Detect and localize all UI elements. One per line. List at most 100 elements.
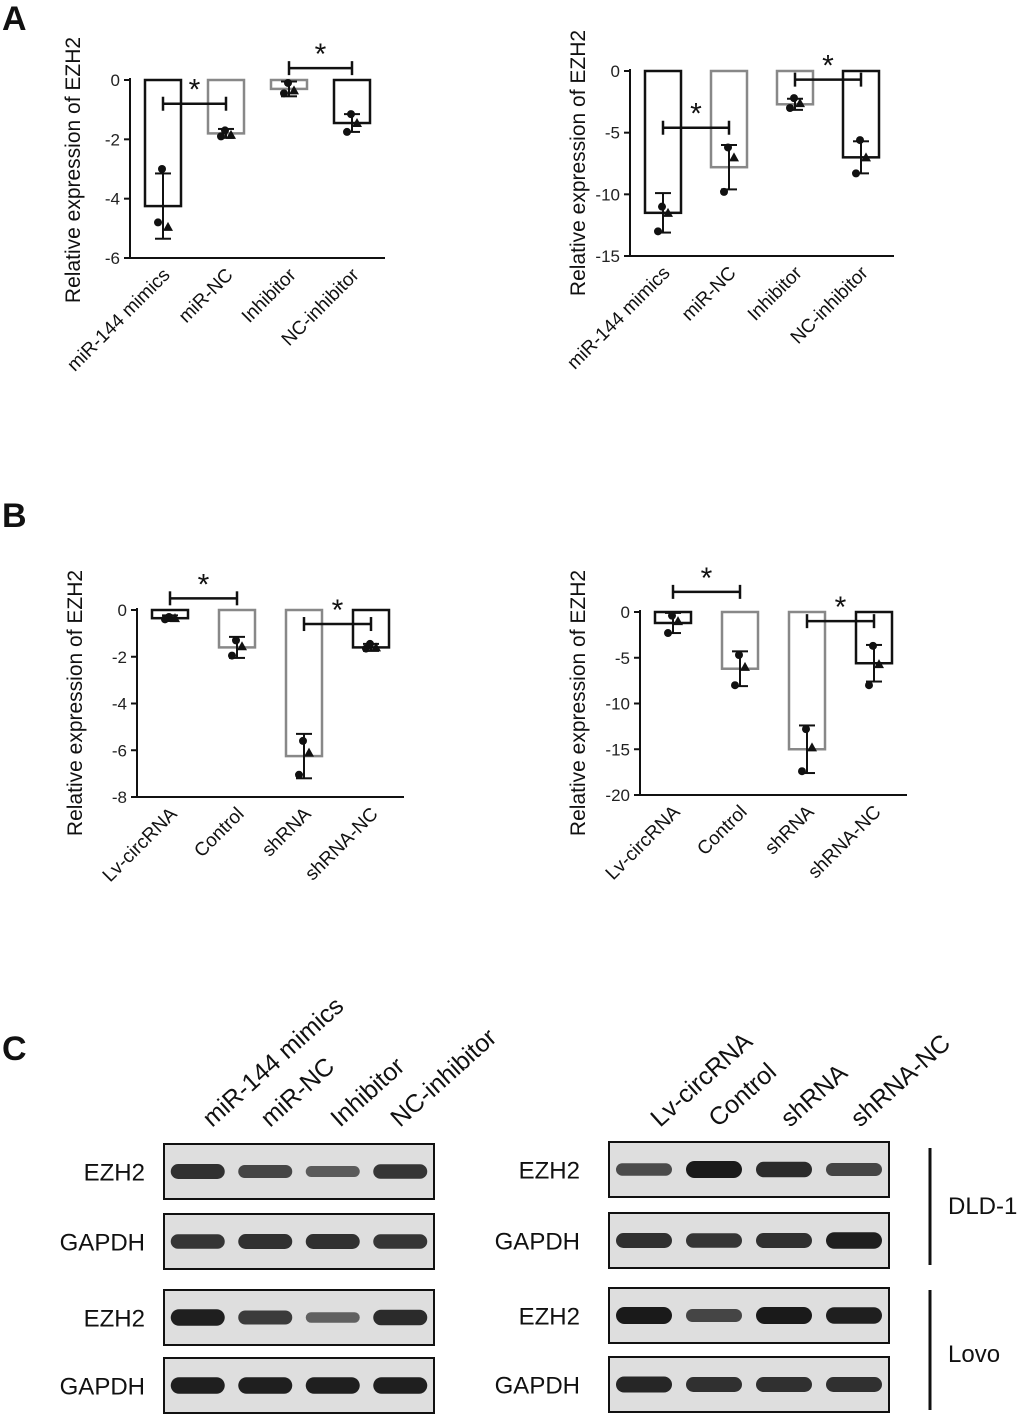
data-point	[807, 742, 817, 752]
panel-label-a: A	[2, 0, 27, 38]
y-tick-label: 0	[118, 601, 127, 620]
significance-star: *	[835, 591, 847, 624]
significance-star: *	[315, 38, 327, 71]
data-point	[221, 126, 229, 135]
data-point	[658, 202, 666, 211]
blot-band	[238, 1234, 293, 1249]
data-point	[289, 85, 299, 95]
data-point	[158, 165, 166, 173]
category-label: shRNA	[761, 801, 819, 859]
y-tick-label: 0	[611, 62, 620, 81]
data-point	[343, 127, 351, 136]
blot-lane-label: shRNA	[775, 1058, 853, 1132]
y-tick-label: -6	[112, 741, 127, 760]
data-point	[161, 615, 169, 624]
data-point	[790, 94, 798, 103]
cell-line-label: DLD-1	[948, 1193, 1017, 1220]
data-point	[802, 725, 810, 734]
category-label: Control	[693, 802, 751, 860]
data-point	[284, 78, 292, 87]
data-point	[663, 207, 673, 217]
data-point	[295, 770, 303, 779]
blot-band	[170, 1164, 225, 1179]
data-point	[668, 611, 676, 620]
significance-star: *	[822, 50, 834, 83]
data-point	[786, 104, 794, 112]
data-point	[352, 118, 362, 128]
blot-row-label: GAPDH	[495, 1229, 580, 1256]
blot-lane-label: shRNA-NC	[845, 1029, 956, 1133]
blot-band	[170, 1234, 225, 1249]
data-point	[304, 747, 314, 757]
blot-band	[756, 1233, 812, 1248]
data-point	[724, 143, 732, 152]
data-point	[170, 613, 180, 623]
blot-band	[305, 1377, 360, 1394]
category-label: Control	[190, 804, 248, 862]
data-point	[731, 681, 739, 690]
blot-band	[686, 1233, 742, 1248]
significance-star: *	[690, 98, 702, 131]
data-point	[852, 169, 860, 178]
blot-band	[686, 1309, 742, 1322]
blot-band	[826, 1377, 882, 1392]
y-tick-label: -2	[105, 130, 120, 149]
blot-band	[826, 1307, 882, 1324]
category-label: Lv-circRNA	[602, 801, 685, 884]
data-point	[874, 659, 884, 669]
blot-band	[826, 1163, 882, 1176]
data-point	[856, 136, 864, 145]
data-point	[217, 132, 225, 141]
blot-band	[373, 1309, 428, 1326]
blot-row-label: EZH2	[84, 1160, 145, 1187]
data-point	[654, 227, 662, 236]
data-point	[154, 218, 162, 227]
western-blot-panel: miR-144 mimicsmiR-NCInhibitorNC-inhibito…	[60, 992, 1017, 1414]
blot-band	[826, 1232, 882, 1249]
y-axis-label: Relative expression of EZH2	[567, 570, 590, 836]
y-tick-label: -10	[595, 185, 620, 204]
blot-band	[616, 1233, 672, 1248]
blot-band	[170, 1377, 225, 1394]
y-axis-label: Relative expression of EZH2	[567, 30, 590, 296]
cell-line-label: Lovo	[948, 1341, 1000, 1368]
blot-band	[170, 1309, 225, 1326]
category-label: miR-NC	[175, 265, 238, 328]
blot-row-label: GAPDH	[495, 1373, 580, 1400]
data-point	[795, 98, 805, 108]
data-point	[232, 636, 240, 645]
y-tick-label: -4	[105, 190, 120, 209]
blot-band	[373, 1164, 428, 1179]
bar	[643, 69, 683, 215]
blot-row-label: GAPDH	[60, 1374, 145, 1401]
data-point	[347, 110, 355, 119]
data-point	[226, 129, 236, 139]
data-point	[280, 89, 288, 98]
blot-band	[238, 1310, 293, 1325]
data-point	[299, 736, 307, 745]
y-tick-label: -5	[615, 649, 630, 668]
y-tick-label: 0	[111, 71, 120, 90]
y-tick-label: -5	[605, 124, 620, 143]
blot-band	[616, 1376, 672, 1393]
y-tick-label: -4	[112, 695, 127, 714]
blot-row-label: GAPDH	[60, 1230, 145, 1257]
category-label: shRNA-NC	[804, 802, 885, 883]
blot-row-label: EZH2	[519, 1158, 580, 1185]
blot-band	[756, 1307, 812, 1324]
y-axis-label: Relative expression of EZH2	[64, 570, 87, 836]
data-point	[861, 152, 871, 162]
blot-band	[616, 1163, 672, 1176]
category-label: Lv-circRNA	[99, 803, 182, 886]
y-axis-label: Relative expression of EZH2	[62, 37, 85, 303]
data-point	[720, 187, 728, 196]
data-point	[865, 681, 873, 690]
blot-band	[373, 1234, 428, 1249]
y-tick-label: -15	[595, 247, 620, 266]
chart-b-left: 0 -2 -4 -6 -8 Relative expression of EZH2 Lv-c…	[64, 568, 404, 886]
panel-label-b: B	[2, 497, 27, 535]
blot-band	[238, 1165, 293, 1178]
data-point	[740, 661, 750, 671]
data-point	[664, 629, 672, 638]
